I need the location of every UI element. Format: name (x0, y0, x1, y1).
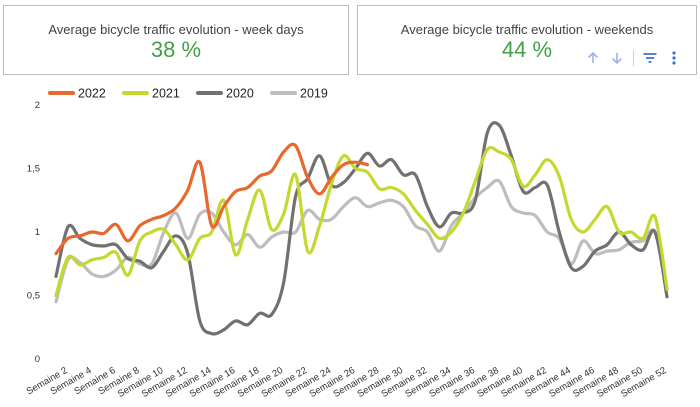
sort-descending-button[interactable] (605, 48, 629, 68)
chart-legend: 2022 2021 2020 2019 (48, 87, 328, 101)
legend-label-2022: 2022 (78, 87, 106, 101)
weekends-kpi-value: 44 % (501, 37, 553, 62)
series-line-2020 (54, 121, 669, 336)
series-line-2019 (54, 178, 669, 304)
series-line-2022 (54, 142, 370, 256)
arrow-down-icon (611, 53, 623, 65)
weekdays-kpi-title: Average bicycle traffic evolution - week… (48, 22, 304, 37)
chart-toolbar (581, 48, 686, 68)
series-layer (54, 121, 669, 336)
legend-label-2021: 2021 (152, 87, 180, 101)
sort-ascending-button[interactable] (581, 48, 605, 68)
weekends-kpi-title: Average bicycle traffic evolution - week… (400, 22, 654, 37)
more-vert-icon (672, 51, 676, 65)
y-tick-label: 0 (35, 354, 40, 365)
legend-label-2020: 2020 (226, 87, 254, 101)
weekdays-kpi-value: 38 % (150, 37, 202, 62)
arrow-up-icon (587, 51, 599, 63)
y-tick-label: 1,5 (27, 164, 40, 175)
y-tick-label: 2 (35, 100, 40, 111)
toolbar-divider (633, 50, 634, 66)
legend-label-2019: 2019 (300, 87, 328, 101)
y-tick-label: 1 (35, 227, 40, 238)
filter-button[interactable] (638, 48, 662, 68)
filter-icon (643, 53, 657, 63)
more-options-button[interactable] (662, 48, 686, 68)
y-tick-label: 0,5 (27, 291, 40, 302)
weekends-kpi-card: Average bicycle traffic evolution - week… (357, 5, 697, 75)
series-line-2021 (54, 145, 669, 298)
weekdays-kpi-card: Average bicycle traffic evolution - week… (3, 5, 349, 75)
line-chart: 2022 2021 2020 2019 0 0,5 1 1,5 2 Semaine 2Sema… (25, 87, 669, 400)
y-axis: 0 0,5 1 1,5 2 (27, 100, 40, 365)
